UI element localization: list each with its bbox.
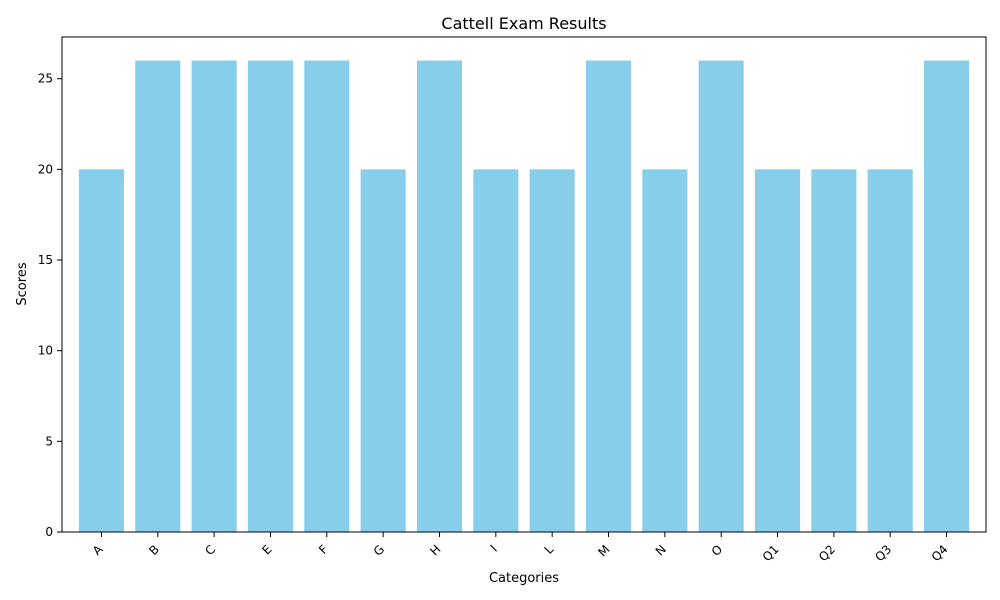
bar-f bbox=[304, 60, 350, 532]
bar-e bbox=[247, 60, 293, 532]
bar-g bbox=[360, 169, 406, 533]
bar-n bbox=[642, 169, 688, 533]
y-tick-label-20: 20 bbox=[38, 162, 53, 176]
bar-l bbox=[529, 169, 575, 533]
bar-q4 bbox=[924, 60, 970, 532]
y-axis-label: Scores bbox=[15, 262, 30, 305]
x-tick-label-a: A bbox=[90, 542, 106, 558]
bar-q2 bbox=[811, 169, 857, 533]
bar-o bbox=[698, 60, 744, 532]
x-tick-label-q4: Q4 bbox=[929, 542, 951, 564]
x-tick-label-g: G bbox=[371, 542, 387, 558]
y-tick-label-25: 25 bbox=[38, 72, 53, 86]
plot-area: 0 5 10 15 20 25 A B C E F G H I L M N O Q1 Q2 Q3 Q4 bbox=[38, 36, 987, 564]
y-tick-label-5: 5 bbox=[45, 434, 53, 448]
y-tick-label-15: 15 bbox=[38, 253, 53, 267]
y-tick-label-0: 0 bbox=[45, 525, 53, 539]
bar-q1 bbox=[755, 169, 801, 533]
plot-frame bbox=[61, 36, 987, 533]
x-tick-label-h: H bbox=[427, 542, 443, 558]
x-tick-label-c: C bbox=[202, 542, 218, 558]
x-tick-label-e: E bbox=[259, 542, 274, 557]
bar-c bbox=[191, 60, 237, 532]
x-tick-label-q2: Q2 bbox=[816, 542, 838, 564]
bar-i bbox=[473, 169, 519, 533]
x-tick-label-f: F bbox=[316, 542, 331, 557]
x-tick-label-q3: Q3 bbox=[872, 542, 894, 564]
x-tick-label-o: O bbox=[709, 542, 726, 559]
bar-h bbox=[416, 60, 463, 532]
chart-title: Cattell Exam Results bbox=[441, 14, 606, 33]
bar-q3 bbox=[867, 169, 913, 533]
x-tick-label-n: N bbox=[653, 542, 669, 558]
bar-b bbox=[135, 60, 181, 532]
x-tick-label-i: I bbox=[488, 542, 500, 554]
bar-m bbox=[585, 60, 632, 532]
x-axis-label: Categories bbox=[489, 571, 559, 586]
bar-a bbox=[78, 169, 124, 533]
x-tick-label-q1: Q1 bbox=[760, 542, 782, 564]
y-tick-label-10: 10 bbox=[38, 344, 53, 358]
x-tick-label-m: M bbox=[595, 542, 612, 559]
x-tick-label-b: B bbox=[146, 542, 162, 558]
x-tick-label-l: L bbox=[542, 542, 557, 557]
